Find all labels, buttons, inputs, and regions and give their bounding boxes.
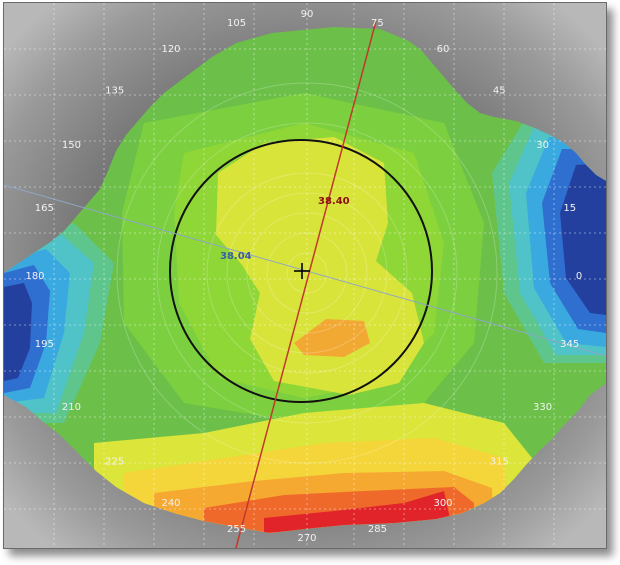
angle-label-0: 0 — [576, 271, 582, 282]
angle-label-210: 210 — [62, 402, 81, 413]
topography-map-frame: 38.40 38.04 90 75 105 60 120 45 135 30 150 15 165 0… — [3, 2, 607, 549]
angle-label-75: 75 — [371, 18, 384, 29]
center-crosshair — [294, 263, 310, 279]
angle-label-255: 255 — [227, 524, 246, 535]
angle-label-270: 270 — [297, 533, 316, 544]
steep-meridian-axis — [235, 20, 377, 548]
angle-label-195: 195 — [35, 339, 54, 350]
angle-label-240: 240 — [161, 498, 180, 509]
angle-label-225: 225 — [105, 456, 124, 467]
corneal-topography-map: 38.40 38.04 90 75 105 60 120 45 135 30 150 15 165 0… — [4, 3, 606, 548]
angle-label-330: 330 — [533, 402, 552, 413]
pupil-circle — [169, 139, 433, 403]
angle-label-315: 315 — [490, 456, 509, 467]
steep-k-reading: 38.40 — [318, 196, 350, 207]
angle-label-15: 15 — [563, 203, 576, 214]
flat-k-reading: 38.04 — [220, 251, 252, 262]
angle-label-135: 135 — [105, 86, 124, 97]
meridian-angle-labels: 90 75 105 60 120 45 135 30 150 15 165 0 180 345 195 330… — [25, 9, 582, 544]
angle-label-30: 30 — [536, 140, 549, 151]
angle-label-180: 180 — [25, 271, 44, 282]
angle-label-285: 285 — [368, 524, 387, 535]
angle-label-300: 300 — [433, 498, 452, 509]
angle-label-45: 45 — [493, 86, 506, 97]
angle-label-90: 90 — [301, 9, 314, 20]
angle-label-345: 345 — [560, 339, 579, 350]
angle-label-120: 120 — [161, 44, 180, 55]
angle-label-150: 150 — [62, 140, 81, 151]
grid-lines — [4, 3, 606, 548]
angle-label-165: 165 — [35, 203, 54, 214]
angle-label-60: 60 — [437, 44, 450, 55]
angle-label-105: 105 — [227, 18, 246, 29]
